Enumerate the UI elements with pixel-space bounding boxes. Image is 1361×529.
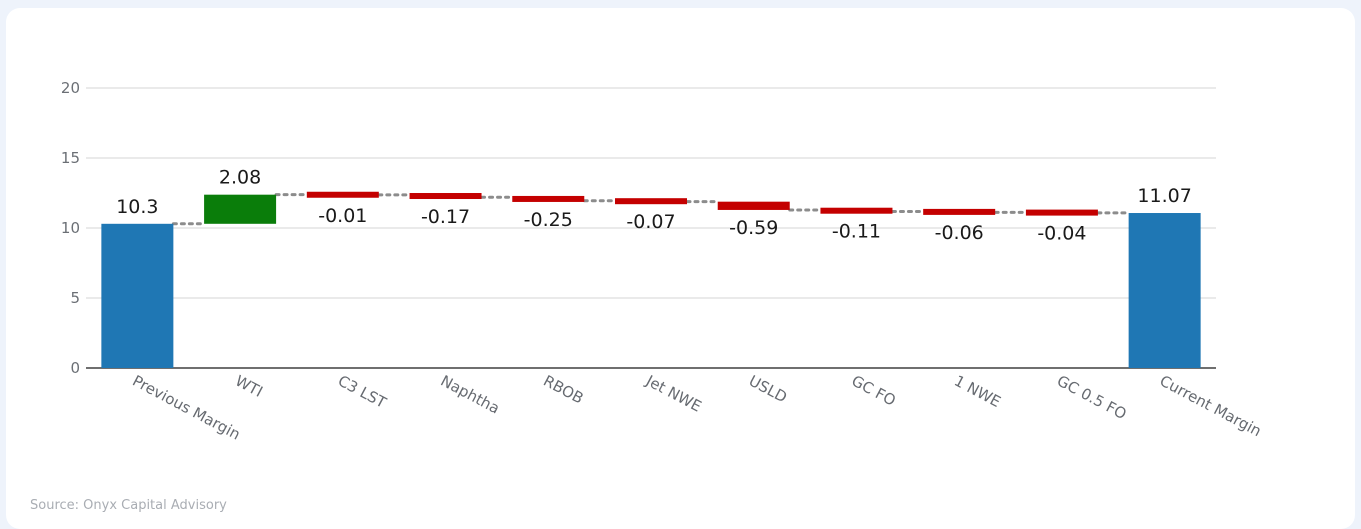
bar bbox=[820, 207, 893, 214]
data-labels: 10.3 2.08 -0.01 -0.17 -0.25 -0.07 -0.59 -0.11 -0… bbox=[116, 167, 1192, 245]
x-tick-label: Jet NWE bbox=[642, 371, 704, 415]
x-tick-label: 1 NWE bbox=[951, 372, 1003, 411]
data-label: -0.25 bbox=[524, 209, 573, 231]
y-tick-label: 10 bbox=[61, 219, 80, 237]
x-tick-label: Naphtha bbox=[438, 372, 503, 418]
y-tick-label: 5 bbox=[70, 289, 80, 307]
x-tick-label: Previous Margin bbox=[129, 372, 243, 444]
data-label: -0.11 bbox=[832, 221, 881, 243]
bar bbox=[306, 191, 379, 198]
y-axis: 0 5 10 15 20 bbox=[61, 79, 1216, 377]
data-label: -0.07 bbox=[626, 211, 675, 233]
bar bbox=[1025, 209, 1098, 216]
bars bbox=[101, 191, 1201, 368]
x-tick-label: C3 LST bbox=[335, 372, 390, 413]
data-label: -0.17 bbox=[421, 206, 470, 228]
data-label: 10.3 bbox=[116, 196, 158, 218]
bar bbox=[204, 194, 277, 224]
data-label: -0.06 bbox=[935, 222, 984, 244]
bar bbox=[1128, 213, 1201, 368]
bar bbox=[101, 223, 174, 368]
bar bbox=[409, 193, 482, 200]
x-tick-label: WTI bbox=[232, 372, 266, 401]
data-label: 11.07 bbox=[1137, 185, 1191, 207]
x-tick-label: Current Margin bbox=[1157, 372, 1265, 441]
bar bbox=[717, 201, 790, 210]
y-tick-label: 0 bbox=[70, 359, 80, 377]
data-label: -0.01 bbox=[318, 205, 367, 227]
x-tick-label: USLD bbox=[746, 372, 790, 407]
y-tick-label: 20 bbox=[61, 79, 80, 97]
x-tick-label: GC 0.5 FO bbox=[1054, 372, 1129, 424]
bar bbox=[923, 208, 996, 215]
x-tick-label: RBOB bbox=[540, 372, 586, 408]
bar bbox=[615, 198, 687, 205]
bar bbox=[512, 195, 585, 202]
x-tick-label: GC FO bbox=[849, 372, 899, 410]
source-note: Source: Onyx Capital Advisory bbox=[30, 498, 227, 513]
data-label: -0.04 bbox=[1037, 223, 1086, 245]
data-label: 2.08 bbox=[219, 167, 261, 189]
y-tick-label: 15 bbox=[61, 149, 80, 167]
data-label: -0.59 bbox=[729, 217, 778, 239]
connectors bbox=[171, 193, 1131, 226]
